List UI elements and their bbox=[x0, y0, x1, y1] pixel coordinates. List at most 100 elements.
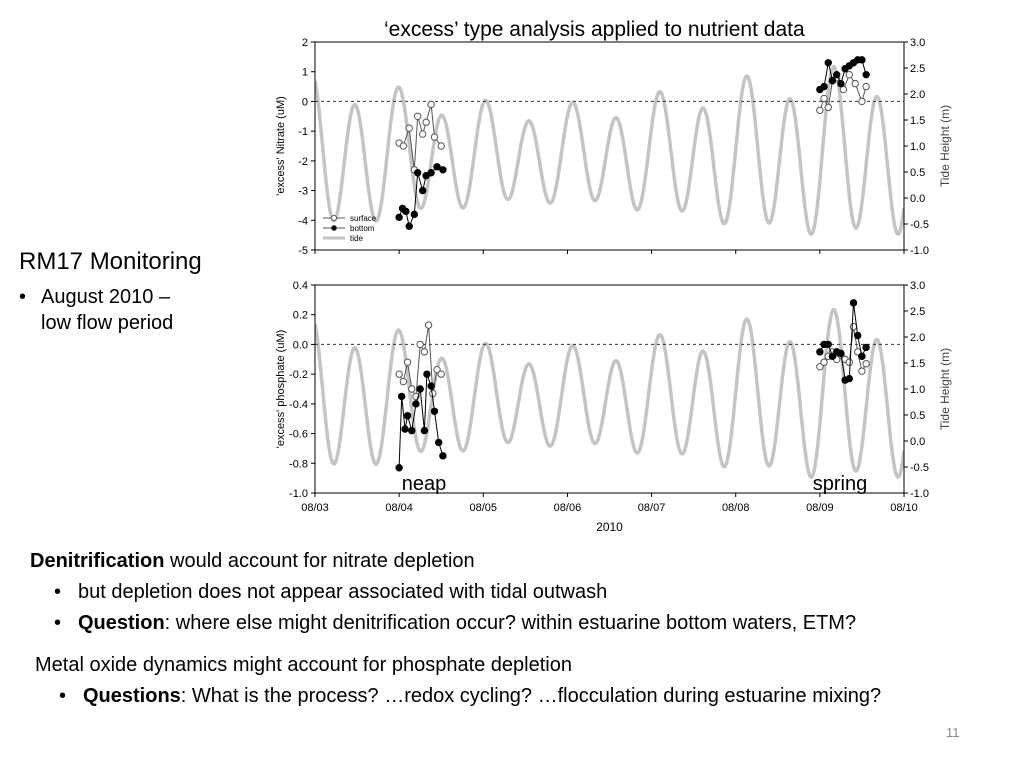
data-point-bottom bbox=[858, 352, 866, 361]
y2-tick-label: 1.0 bbox=[910, 384, 925, 396]
data-point-bottom bbox=[837, 79, 845, 88]
data-point-bottom bbox=[824, 340, 832, 349]
nutrient-charts: 2 1 0 -1 -2 -3 -4 -5 3.0 2.5 2.0 1.5 1.0 0.5 0.0 -0.5 -1… bbox=[275, 37, 952, 534]
data-point-surface bbox=[862, 360, 870, 368]
y2-tick-label: 2.0 bbox=[910, 332, 925, 344]
metal-text: Metal oxide dynamics might account for p… bbox=[35, 654, 572, 676]
y2-tick-label: 3.0 bbox=[910, 37, 925, 49]
phosphate-panel: 0.4 0.2 0.0 -0.2 -0.4 -0.6 -0.8 -1.0 3.0 2.5 2.0 1.… bbox=[275, 280, 952, 534]
y-tick-label: 0.4 bbox=[293, 280, 308, 292]
monitoring-title: RM17 Monitoring bbox=[19, 248, 202, 275]
data-point-bottom bbox=[828, 76, 837, 85]
legend-label: bottom bbox=[350, 224, 375, 233]
data-point-bottom bbox=[849, 299, 858, 307]
y2-tick-label: -1.0 bbox=[910, 245, 929, 257]
y-tick-label: -0.6 bbox=[289, 429, 308, 441]
y2-tick-label: 0.0 bbox=[910, 193, 925, 205]
data-point-bottom bbox=[413, 169, 422, 177]
data-point-bottom bbox=[412, 400, 420, 408]
data-point-surface bbox=[420, 348, 429, 356]
data-point-bottom bbox=[433, 163, 441, 171]
y-axis-label: 'excess' phosphate (uM) bbox=[275, 330, 287, 449]
data-point-surface bbox=[824, 103, 832, 112]
series-line-bottom bbox=[398, 166, 444, 228]
x-tick-label: 08/08 bbox=[722, 502, 750, 514]
y-tick-label: 0.2 bbox=[293, 310, 308, 322]
data-point-surface bbox=[437, 142, 445, 150]
denit-bold: Denitrification bbox=[30, 550, 165, 572]
y-tick-label: -0.2 bbox=[289, 369, 308, 381]
data-point-bottom bbox=[862, 70, 870, 79]
metal-question-bold: Questions bbox=[83, 685, 181, 707]
legend-swatch-marker bbox=[331, 215, 337, 221]
data-point-bottom bbox=[419, 186, 427, 195]
denitrification-block: Denitrification would account for nitrat… bbox=[30, 546, 856, 639]
data-point-bottom bbox=[403, 412, 412, 420]
data-point-surface bbox=[849, 322, 858, 331]
data-point-bottom bbox=[408, 426, 416, 435]
tide-line bbox=[315, 65, 904, 237]
x-tick-label: 08/03 bbox=[301, 502, 329, 514]
data-point-bottom bbox=[439, 166, 447, 174]
legend-label: tide bbox=[350, 234, 363, 243]
data-point-surface bbox=[862, 82, 870, 91]
data-point-surface bbox=[820, 358, 828, 366]
denit-question-bold: Question bbox=[78, 612, 165, 634]
y2-tick-label: -0.5 bbox=[910, 462, 929, 474]
data-point-surface bbox=[413, 112, 422, 120]
data-point-surface bbox=[816, 363, 824, 371]
data-point-bottom bbox=[405, 222, 413, 230]
data-point-bottom bbox=[427, 169, 435, 177]
data-point-surface bbox=[820, 94, 828, 103]
data-point-bottom bbox=[397, 392, 406, 401]
bullet-glyph: • bbox=[59, 685, 67, 707]
data-point-surface bbox=[424, 321, 433, 329]
monitoring-bullet-line2: low flow period bbox=[41, 312, 174, 334]
data-point-bottom bbox=[427, 382, 435, 390]
data-point-surface bbox=[437, 370, 445, 378]
data-point-bottom bbox=[828, 352, 837, 361]
chart-title-row: ‘excess’ type analysis applied to nutrie… bbox=[0, 14, 1024, 44]
bullet-glyph: • bbox=[54, 612, 62, 634]
y2-tick-label: 3.0 bbox=[910, 280, 925, 292]
y-tick-label: -2 bbox=[298, 156, 308, 168]
data-point-surface bbox=[408, 385, 416, 393]
data-point-surface bbox=[433, 365, 441, 374]
data-point-bottom bbox=[439, 452, 447, 460]
y-tick-label: 0 bbox=[302, 96, 308, 108]
y-tick-label: -5 bbox=[298, 245, 308, 257]
y-tick-label: 2 bbox=[302, 37, 308, 49]
data-point-bottom bbox=[420, 426, 429, 435]
series-line-surface bbox=[398, 104, 442, 170]
annotation-spring: spring bbox=[813, 473, 867, 495]
x-tick-label: 08/05 bbox=[470, 502, 498, 514]
bullet-glyph: • bbox=[54, 581, 62, 603]
y-tick-label: 0.0 bbox=[293, 339, 308, 351]
data-point-surface bbox=[839, 85, 848, 94]
data-point-surface bbox=[416, 340, 424, 349]
data-point-bottom bbox=[858, 56, 866, 64]
data-point-surface bbox=[858, 97, 866, 106]
x-tick-label: 08/06 bbox=[554, 502, 582, 514]
denit-question-text: : where else might denitrification occur… bbox=[164, 612, 857, 634]
denit-bullet1: but depletion does not appear associated… bbox=[78, 581, 608, 603]
denit-text: would account for nitrate depletion bbox=[164, 550, 475, 572]
metal-oxide-block: Metal oxide dynamics might account for p… bbox=[35, 650, 881, 712]
y-tick-label: 1 bbox=[302, 67, 308, 79]
data-point-bottom bbox=[854, 331, 862, 340]
data-point-bottom bbox=[434, 438, 443, 447]
data-point-surface bbox=[858, 367, 866, 375]
metal-question-text: : What is the process? …redox cycling? …… bbox=[180, 685, 882, 707]
data-point-bottom bbox=[845, 374, 854, 383]
y-tick-label: -0.8 bbox=[289, 458, 308, 470]
nitrate-panel: 2 1 0 -1 -2 -3 -4 -5 3.0 2.5 2.0 1.5 1.0 0.5 0.0 -0.5 -1… bbox=[275, 37, 952, 257]
monitoring-bullet-line1: August 2010 – bbox=[41, 286, 170, 308]
y-tick-label: -4 bbox=[298, 215, 308, 227]
y-tick-label: -3 bbox=[298, 186, 308, 198]
data-point-surface bbox=[845, 70, 854, 79]
data-point-bottom bbox=[820, 82, 828, 91]
y2-tick-label: 0.0 bbox=[910, 436, 925, 448]
data-point-bottom bbox=[430, 407, 439, 415]
data-point-surface bbox=[427, 100, 435, 109]
data-point-bottom bbox=[862, 343, 870, 352]
